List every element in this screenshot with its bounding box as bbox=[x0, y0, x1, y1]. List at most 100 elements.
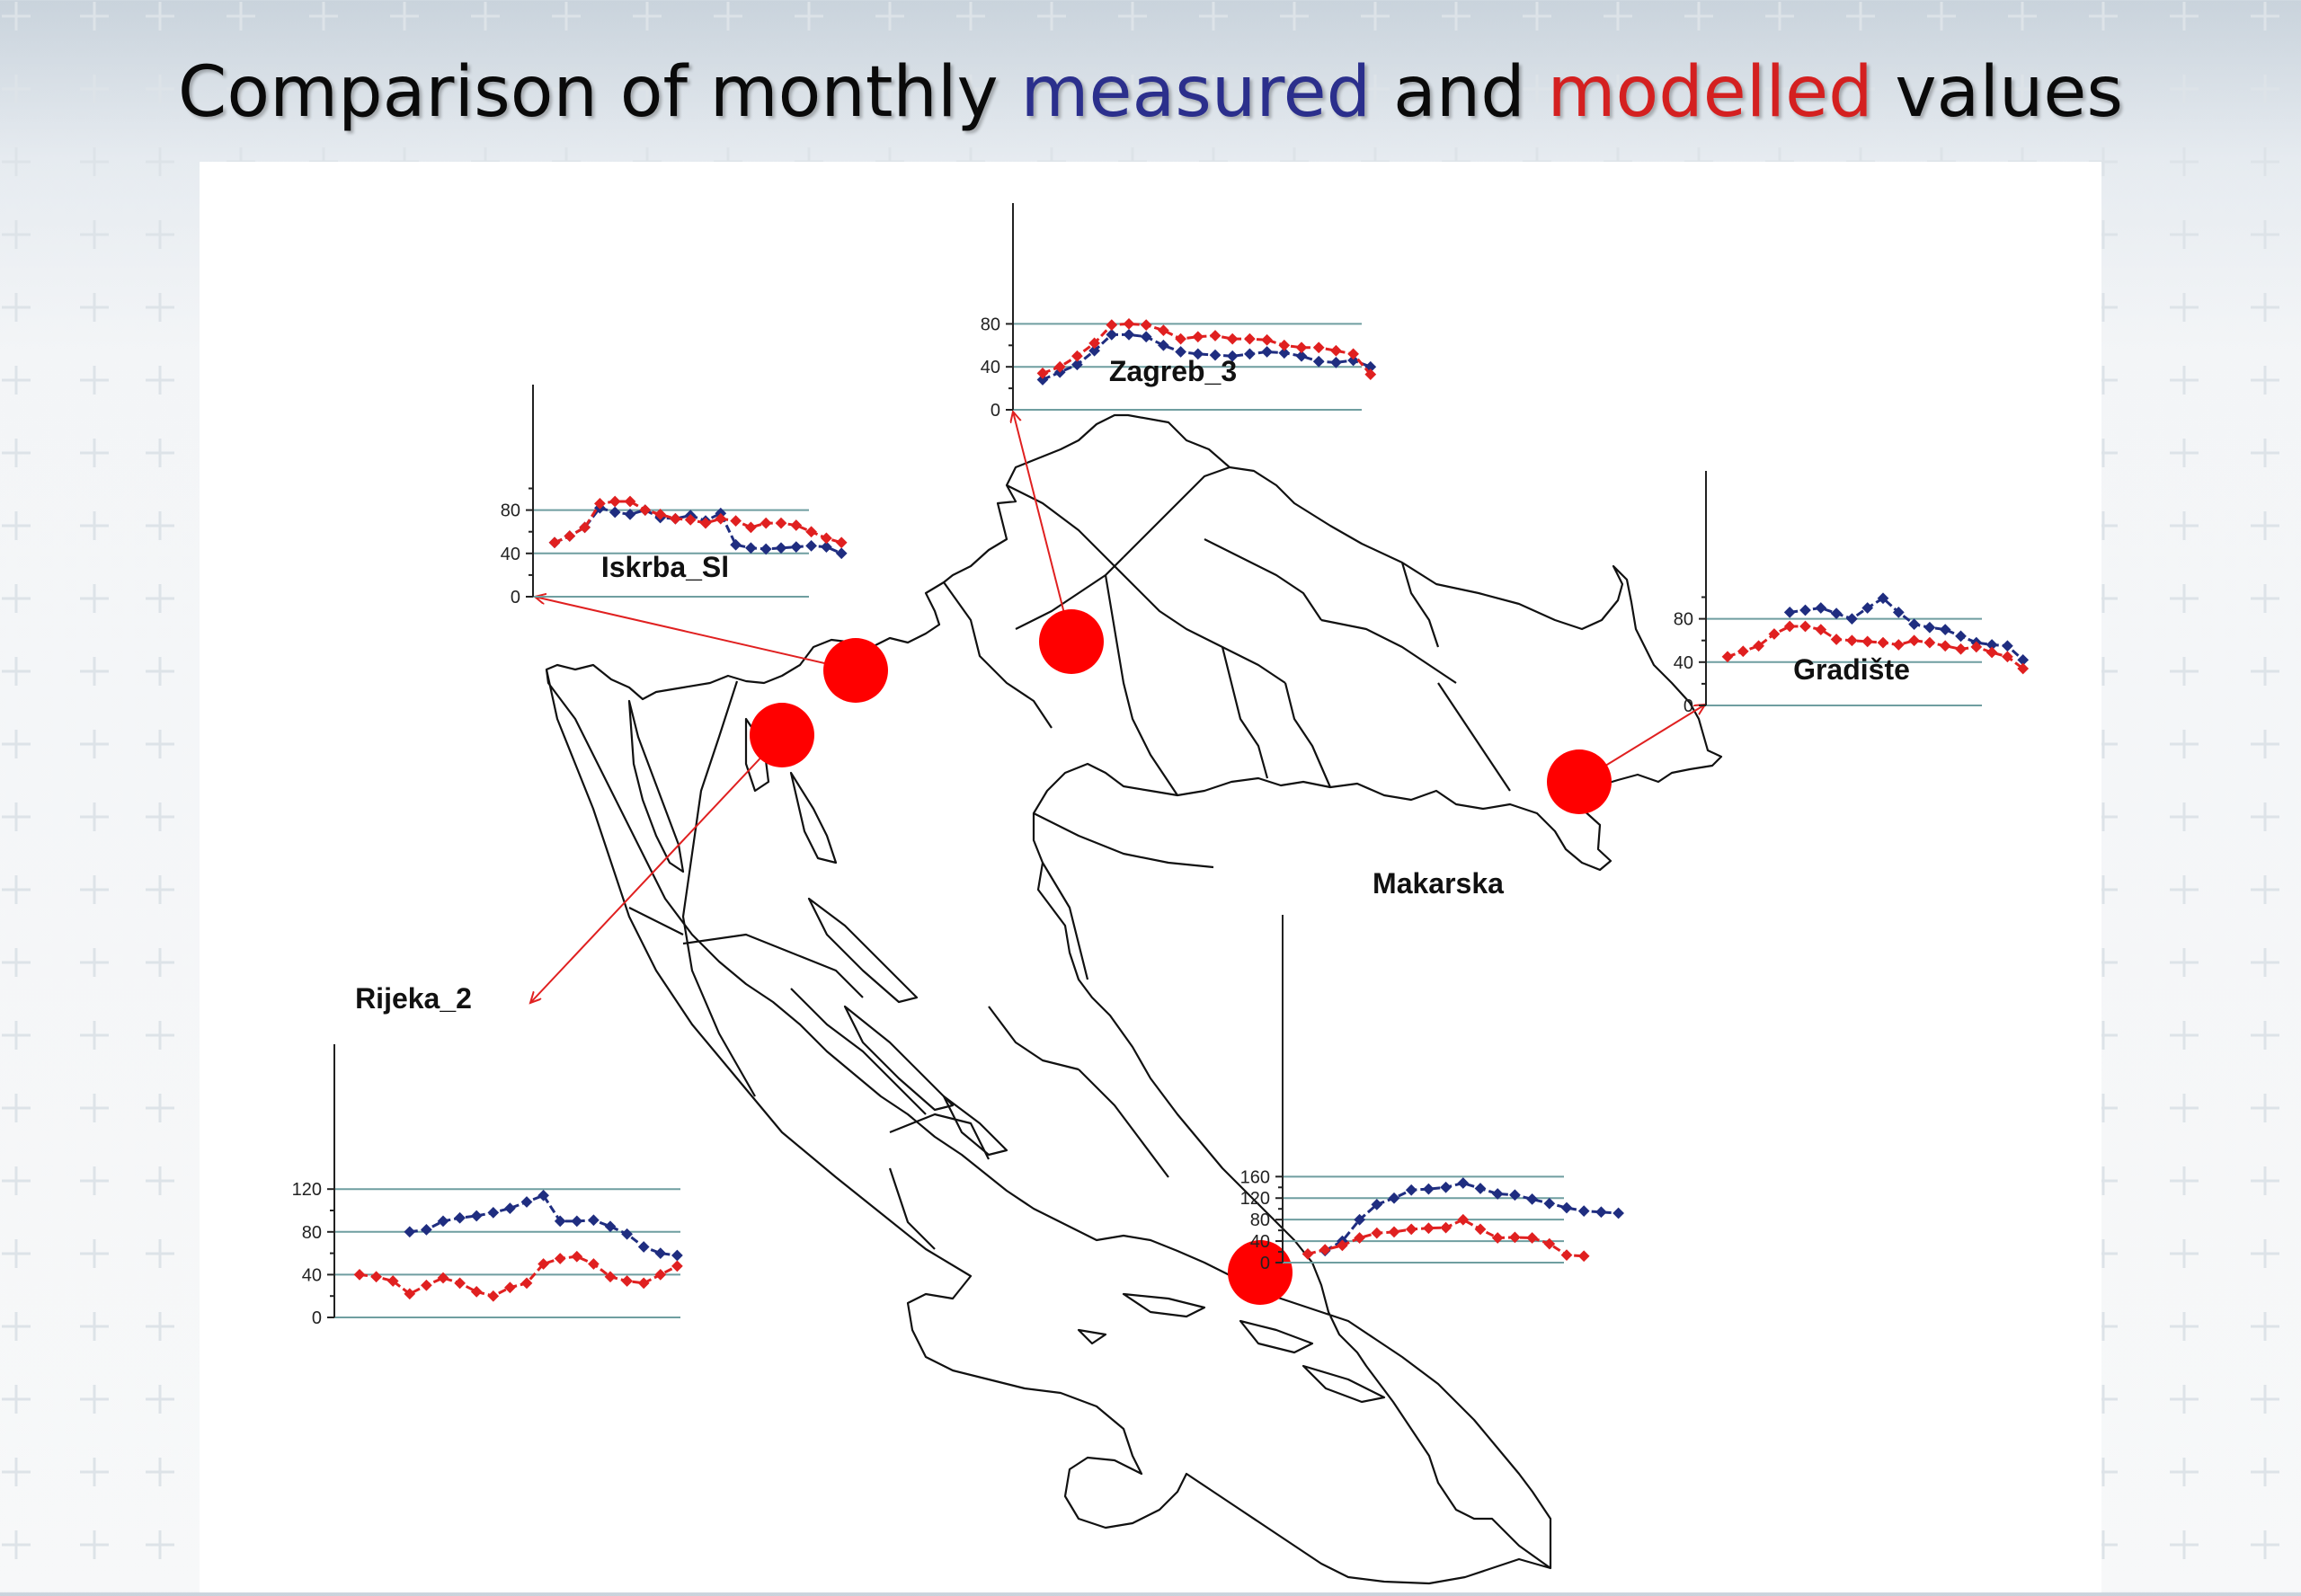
data-point-measured bbox=[404, 1226, 416, 1238]
cross-mark bbox=[146, 1021, 174, 1050]
cross-mark bbox=[2170, 1458, 2199, 1486]
data-point-modelled bbox=[639, 504, 652, 516]
cross-mark bbox=[2251, 293, 2279, 322]
cross-mark bbox=[146, 366, 174, 395]
data-point-measured bbox=[654, 1247, 667, 1259]
data-point-measured bbox=[520, 1196, 533, 1208]
data-point-modelled bbox=[470, 1286, 483, 1298]
data-point-modelled bbox=[1295, 341, 1308, 354]
cross-mark bbox=[2, 293, 31, 322]
map-region-line bbox=[790, 988, 927, 1115]
cross-mark bbox=[2251, 75, 2279, 103]
station-marker-gradiste bbox=[1547, 749, 1612, 814]
data-point-measured bbox=[835, 547, 848, 560]
cross-mark bbox=[2251, 657, 2279, 686]
cross-mark bbox=[80, 875, 109, 904]
cross-mark bbox=[309, 75, 338, 103]
cross-mark bbox=[1118, 2, 1147, 31]
data-point-measured bbox=[1595, 1206, 1607, 1219]
cross-mark bbox=[80, 511, 109, 540]
cross-mark bbox=[2251, 1458, 2279, 1486]
station-charts: 04080Zagreb_304080Iskrba_Sl04080Gradište… bbox=[292, 203, 2030, 1328]
cross-mark bbox=[146, 1239, 174, 1268]
data-point-measured bbox=[1986, 639, 1998, 651]
y-tick-label: 160 bbox=[1240, 1167, 1270, 1187]
cross-mark bbox=[1199, 75, 1228, 103]
data-point-measured bbox=[1861, 602, 1874, 614]
cross-mark bbox=[80, 220, 109, 249]
map-country-border bbox=[545, 413, 1723, 1570]
data-point-modelled bbox=[370, 1271, 382, 1283]
title-middle: and bbox=[1371, 52, 1548, 133]
data-point-modelled bbox=[1877, 636, 1889, 649]
data-point-modelled bbox=[1423, 1222, 1435, 1235]
cross-mark bbox=[146, 75, 174, 103]
cross-mark bbox=[1927, 2, 1956, 31]
data-point-measured bbox=[1799, 604, 1811, 616]
cross-mark bbox=[80, 293, 109, 322]
map-island bbox=[789, 771, 838, 864]
data-point-modelled bbox=[1892, 639, 1905, 651]
data-point-modelled bbox=[1986, 646, 1998, 659]
cross-mark bbox=[80, 948, 109, 977]
y-tick-label: 80 bbox=[981, 315, 1000, 334]
data-point-measured bbox=[1474, 1183, 1487, 1194]
data-point-modelled bbox=[1846, 634, 1858, 647]
series-measured bbox=[1319, 1177, 1624, 1257]
map-sea-boundary bbox=[545, 669, 1551, 1585]
cross-mark bbox=[2170, 875, 2199, 904]
cross-mark bbox=[2170, 1385, 2199, 1414]
y-tick-label: 0 bbox=[1684, 696, 1693, 716]
data-point-measured bbox=[504, 1202, 516, 1214]
data-point-modelled bbox=[548, 536, 561, 549]
cross-mark bbox=[2251, 802, 2279, 831]
cross-mark bbox=[2, 366, 31, 395]
data-point-modelled bbox=[1939, 640, 1951, 652]
map-region-line bbox=[1006, 484, 1286, 684]
data-point-measured bbox=[1509, 1189, 1521, 1201]
cross-mark bbox=[552, 75, 581, 103]
station-label: Makarska bbox=[1373, 867, 1504, 900]
map-island bbox=[807, 897, 919, 1004]
y-tick-label: 0 bbox=[991, 401, 1000, 421]
cross-mark bbox=[714, 75, 742, 103]
data-point-modelled bbox=[835, 536, 848, 549]
station-marker-iskrba bbox=[823, 638, 888, 703]
y-tick-label: 80 bbox=[1674, 610, 1693, 630]
cross-mark bbox=[80, 1021, 109, 1050]
cross-mark bbox=[80, 439, 109, 467]
y-tick-label: 40 bbox=[1250, 1232, 1270, 1252]
cross-mark bbox=[2170, 220, 2199, 249]
cross-mark bbox=[956, 75, 985, 103]
cross-mark bbox=[2, 1166, 31, 1195]
cross-mark bbox=[80, 75, 109, 103]
data-point-modelled bbox=[1861, 635, 1874, 648]
cross-mark bbox=[80, 657, 109, 686]
data-point-modelled bbox=[1923, 636, 1936, 649]
y-tick-label: 80 bbox=[1250, 1210, 1270, 1230]
cross-mark bbox=[1927, 75, 1956, 103]
cross-mark bbox=[146, 1458, 174, 1486]
map-region-line bbox=[1437, 682, 1511, 792]
series-line-modelled bbox=[359, 1255, 679, 1298]
cross-mark bbox=[1523, 75, 1551, 103]
map-and-charts: 04080Zagreb_304080Iskrba_Sl04080Gradište… bbox=[292, 203, 2030, 1585]
cross-mark bbox=[80, 730, 109, 758]
map-island bbox=[1302, 1364, 1386, 1404]
data-point-modelled bbox=[760, 517, 772, 529]
cross-mark bbox=[2, 147, 31, 176]
cross-mark bbox=[146, 875, 174, 904]
cross-mark bbox=[2251, 584, 2279, 613]
cross-mark bbox=[2, 1458, 31, 1486]
map-region-line bbox=[888, 1167, 936, 1250]
cross-mark bbox=[2170, 147, 2199, 176]
cross-mark bbox=[2, 802, 31, 831]
data-point-modelled bbox=[1457, 1213, 1470, 1226]
chart-iskrba-sl: 0 40 80 Iskrba_Sl bbox=[501, 385, 848, 607]
data-point-modelled bbox=[1721, 651, 1734, 663]
data-point-modelled bbox=[1209, 330, 1222, 341]
map-region-line bbox=[1221, 646, 1269, 779]
cross-mark bbox=[2170, 1530, 2199, 1559]
data-point-measured bbox=[454, 1211, 466, 1224]
cross-mark bbox=[2170, 293, 2199, 322]
